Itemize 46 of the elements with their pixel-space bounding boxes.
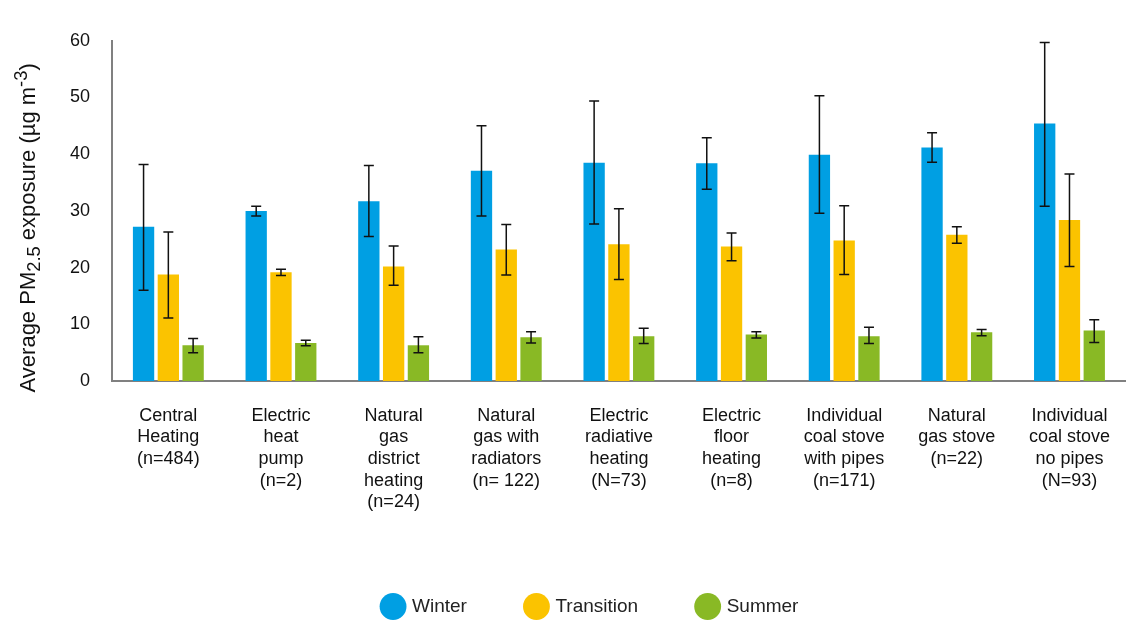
bar	[520, 337, 542, 381]
bar	[946, 234, 968, 381]
bar	[833, 240, 855, 381]
x-tick-label: Central Heating (n=484)	[137, 404, 200, 468]
bar	[696, 163, 718, 381]
bar	[921, 147, 943, 381]
x-tick-label: Natural gas district heating (n=24)	[364, 404, 424, 512]
bar	[633, 336, 655, 381]
bar	[495, 249, 517, 381]
x-tick-label: Natural gas stove (n=22)	[918, 404, 996, 468]
bar	[608, 244, 630, 381]
x-tick-label: Individual coal stove no pipes (N=93)	[1028, 404, 1110, 490]
bar	[132, 226, 155, 381]
y-tick-label: 40	[69, 143, 91, 164]
bar	[407, 345, 430, 381]
bar	[583, 162, 605, 381]
bar	[970, 332, 993, 381]
x-tick-label: Natural gas with radiators (n= 122)	[471, 404, 542, 490]
bar	[745, 334, 767, 381]
y-tick-label: 10	[69, 313, 91, 334]
x-tick-label: Electric radiative heating (N=73)	[584, 404, 653, 490]
bar	[358, 201, 380, 381]
bar	[470, 170, 493, 381]
bar	[295, 343, 317, 381]
y-tick-label: 30	[69, 199, 91, 220]
x-tick-label: Electric heat pump (n=2)	[251, 404, 311, 490]
y-tick-label: 60	[69, 29, 91, 50]
bar	[808, 154, 831, 381]
y-tick-label: 20	[69, 256, 91, 277]
legend-label: Transition	[555, 594, 639, 616]
y-tick-label: 50	[69, 86, 91, 107]
bar	[720, 246, 743, 381]
bar	[270, 272, 292, 381]
bar	[1034, 123, 1056, 381]
bar	[1058, 219, 1081, 381]
legend-label: Winter	[412, 594, 468, 616]
y-tick-label: 0	[80, 369, 91, 390]
bar	[1083, 330, 1105, 381]
bar	[858, 336, 880, 381]
bar	[245, 210, 267, 381]
bar	[157, 274, 179, 381]
bar	[182, 345, 204, 381]
x-tick-label: Electric floor heating (n=8)	[702, 404, 762, 490]
legend-label: Summer	[726, 594, 800, 616]
bar	[382, 266, 405, 381]
x-tick-label: Individual coal stove with pipes (n=171)	[803, 404, 885, 490]
